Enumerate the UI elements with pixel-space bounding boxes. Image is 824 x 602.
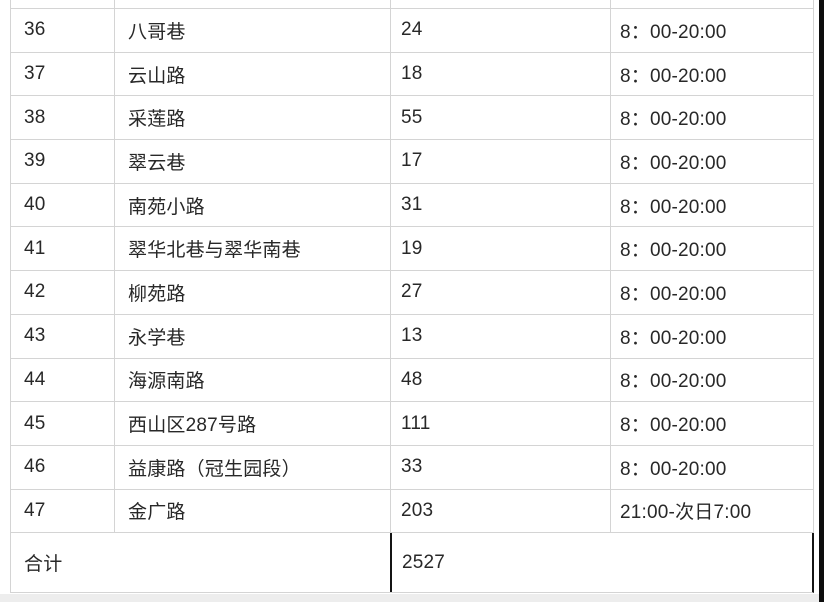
road-name-cell: 翠华北巷与翠华南巷 bbox=[114, 227, 390, 271]
road-name-cell: 八哥巷 bbox=[114, 9, 390, 52]
row-number-cell: 46 bbox=[24, 456, 46, 478]
time-range-cell: 8：00-20:00 bbox=[610, 140, 813, 183]
row-number-cell: 44 bbox=[24, 368, 46, 390]
table-row: 46 益康路（冠生园段） 33 8：00-20:00 bbox=[11, 445, 814, 490]
time-range-cell: 8：00-20:00 bbox=[610, 183, 813, 227]
road-name-cell: 金广路 bbox=[114, 489, 390, 533]
berth-count-cell: 203 bbox=[390, 489, 610, 533]
time-range-cell: 8：00-20:00 bbox=[610, 445, 813, 489]
time-range-cell: 8：00-20:00 bbox=[610, 9, 813, 52]
berth-count-cell: 111 bbox=[390, 402, 610, 445]
berth-count-cell: 24 bbox=[390, 9, 610, 52]
time-range-cell: 8：00-20:00 bbox=[610, 314, 813, 358]
road-berth-table: 36 八哥巷 24 8：00-20:00 37 云山路 18 8：00-20:0… bbox=[10, 0, 814, 594]
berth-count-cell: 18 bbox=[390, 52, 610, 96]
total-row: 合计 2527 bbox=[11, 533, 814, 594]
time-range-cell: 8：00-20:00 bbox=[610, 358, 813, 402]
time-range-cell bbox=[610, 0, 813, 8]
row-number-cell: 43 bbox=[24, 325, 46, 347]
road-name-cell: 益康路（冠生园段） bbox=[114, 445, 390, 489]
time-range-cell: 8：00-20:00 bbox=[610, 227, 813, 271]
table-row: 37 云山路 18 8：00-20:00 bbox=[11, 52, 814, 97]
row-number-cell: 45 bbox=[24, 412, 46, 434]
row-number-cell: 47 bbox=[24, 499, 46, 521]
row-number-cell: 38 bbox=[24, 106, 46, 128]
berth-count-cell bbox=[390, 0, 610, 8]
row-number-cell: 39 bbox=[24, 150, 46, 172]
table-row: 47 金广路 203 21:00-次日7:00 bbox=[11, 489, 814, 534]
berth-count-cell: 33 bbox=[390, 445, 610, 489]
road-name-cell bbox=[114, 0, 390, 8]
row-number-cell: 40 bbox=[24, 194, 46, 216]
table-row: 36 八哥巷 24 8：00-20:00 bbox=[11, 9, 814, 53]
row-number-cell: 36 bbox=[24, 19, 46, 41]
berth-count-cell: 48 bbox=[390, 358, 610, 402]
bottom-edge-strip bbox=[0, 594, 824, 602]
row-number-cell: 42 bbox=[24, 281, 46, 303]
table-row: 41 翠华北巷与翠华南巷 19 8：00-20:00 bbox=[11, 227, 814, 272]
table-row: 45 西山区287号路 111 8：00-20:00 bbox=[11, 402, 814, 446]
road-name-cell: 西山区287号路 bbox=[114, 402, 390, 445]
table-row-partial bbox=[11, 0, 814, 9]
table-row: 42 柳苑路 27 8：00-20:00 bbox=[11, 271, 814, 315]
road-name-cell: 南苑小路 bbox=[114, 183, 390, 227]
table-row: 43 永学巷 13 8：00-20:00 bbox=[11, 314, 814, 359]
berth-count-cell: 19 bbox=[390, 227, 610, 271]
total-value-cell: 2527 bbox=[390, 533, 812, 593]
berth-count-cell: 31 bbox=[390, 183, 610, 227]
row-number-cell bbox=[11, 0, 114, 8]
road-name-cell: 翠云巷 bbox=[114, 140, 390, 183]
berth-count-cell: 27 bbox=[390, 271, 610, 314]
road-name-cell: 海源南路 bbox=[114, 358, 390, 402]
road-name-cell: 云山路 bbox=[114, 52, 390, 96]
time-range-cell: 8：00-20:00 bbox=[610, 52, 813, 96]
row-number-cell: 41 bbox=[24, 237, 46, 259]
time-range-cell: 8：00-20:00 bbox=[610, 96, 813, 140]
time-range-cell: 21:00-次日7:00 bbox=[610, 489, 813, 533]
table-row: 44 海源南路 48 8：00-20:00 bbox=[11, 358, 814, 403]
berth-count-cell: 13 bbox=[390, 314, 610, 358]
berth-count-cell: 17 bbox=[390, 140, 610, 183]
road-name-cell: 永学巷 bbox=[114, 314, 390, 358]
row-number-cell: 37 bbox=[24, 63, 46, 85]
right-edge-strip bbox=[819, 0, 824, 602]
table-row: 38 采莲路 55 8：00-20:00 bbox=[11, 96, 814, 141]
table-row: 39 翠云巷 17 8：00-20:00 bbox=[11, 140, 814, 184]
total-label-cell: 合计 bbox=[24, 554, 63, 576]
road-name-cell: 采莲路 bbox=[114, 96, 390, 140]
road-name-cell: 柳苑路 bbox=[114, 271, 390, 314]
table-row: 40 南苑小路 31 8：00-20:00 bbox=[11, 183, 814, 228]
berth-count-cell: 55 bbox=[390, 96, 610, 140]
time-range-cell: 8：00-20:00 bbox=[610, 402, 813, 445]
time-range-cell: 8：00-20:00 bbox=[610, 271, 813, 314]
